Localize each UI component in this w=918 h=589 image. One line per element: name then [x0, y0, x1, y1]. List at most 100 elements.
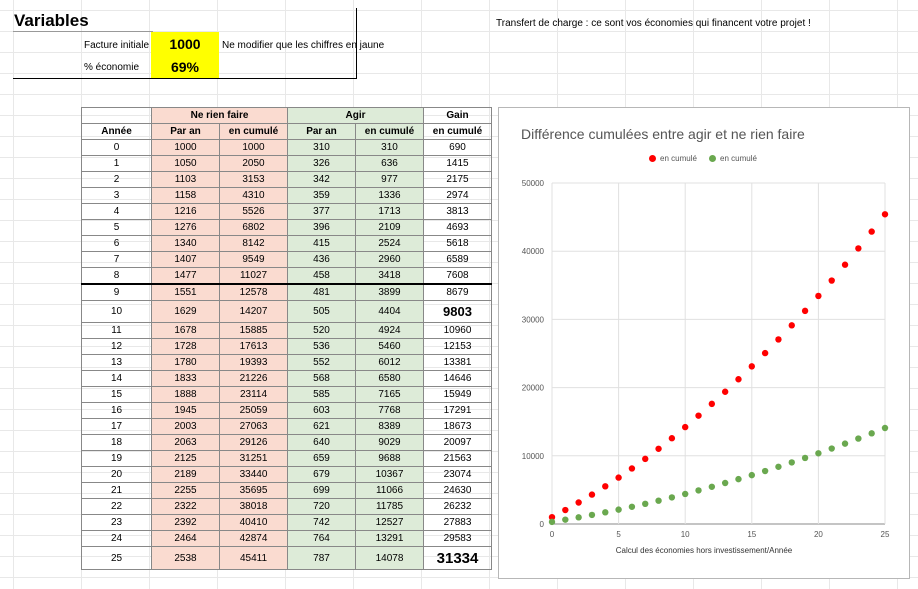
annee-cell: 14: [81, 370, 152, 387]
green-data-point: [668, 494, 676, 501]
rien-par-an-cell: 1477: [151, 267, 220, 285]
agir-par-an-cell: 552: [287, 354, 356, 371]
col-header-rien-cumule: en cumulé: [219, 123, 288, 140]
rien-cumule-cell: 40410: [219, 514, 288, 531]
red-data-point: [881, 211, 889, 218]
green-data-point: [841, 440, 849, 447]
variables-title: Variables: [14, 11, 89, 30]
annee-cell: 16: [81, 402, 152, 419]
chart-panel[interactable]: Différence cumulées entre agir et ne rie…: [498, 107, 910, 579]
red-data-point: [695, 412, 702, 419]
rien-cumule-cell: 14207: [219, 300, 288, 323]
gain-cumule-cell: 5618: [423, 235, 492, 252]
table-row: 16 1945 25059 603 7768 17291: [81, 402, 492, 419]
table-row: 21 2255 35695 699 11066 24630: [81, 482, 492, 499]
green-data-point: [642, 500, 649, 508]
rien-par-an-cell: 1158: [151, 187, 220, 204]
green-data-point: [801, 454, 809, 462]
red-data-point: [735, 376, 742, 383]
rien-par-an-cell: 2125: [151, 450, 220, 467]
agir-cumule-cell: 636: [355, 155, 424, 172]
red-data-point: [708, 400, 716, 408]
agir-cumule-cell: 7165: [355, 386, 424, 403]
table-row: 22 2322 38018 720 11785 26232: [81, 498, 492, 515]
rien-par-an-cell: 2392: [151, 514, 220, 531]
table-row: 1 1050 2050 326 636 1415: [81, 155, 492, 172]
rien-cumule-cell: 4310: [219, 187, 288, 204]
green-data-point: [628, 503, 636, 510]
x-tick-label: 15: [747, 530, 756, 539]
table-row: 5 1276 6802 396 2109 4693: [81, 219, 492, 236]
economie-input[interactable]: 69%: [151, 56, 219, 78]
rien-par-an-cell: 2255: [151, 482, 220, 499]
agir-par-an-cell: 481: [287, 283, 356, 301]
rien-cumule-cell: 19393: [219, 354, 288, 371]
red-data-point: [575, 499, 582, 506]
green-data-point: [761, 467, 769, 475]
agir-par-an-cell: 621: [287, 418, 356, 435]
rien-cumule-cell: 21226: [219, 370, 288, 387]
agir-cumule-cell: 7768: [355, 402, 424, 419]
table-row: 3 1158 4310 359 1336 2974: [81, 187, 492, 204]
col-header-rien-par-an: Par an: [151, 123, 220, 140]
agir-par-an-cell: 359: [287, 187, 356, 204]
annee-cell: 8: [81, 267, 152, 285]
green-data-point: [548, 518, 556, 526]
rien-cumule-cell: 9549: [219, 251, 288, 268]
red-data-point: [748, 363, 755, 370]
table-row: 17 2003 27063 621 8389 18673: [81, 418, 492, 435]
red-data-point: [815, 292, 822, 300]
agir-cumule-cell: 12527: [355, 514, 424, 531]
green-data-point: [708, 483, 716, 490]
gain-cumule-cell: 27883: [423, 514, 492, 531]
rien-cumule-cell: 27063: [219, 418, 288, 435]
rien-par-an-cell: 1678: [151, 322, 220, 339]
green-data-point: [602, 509, 609, 516]
agir-par-an-cell: 699: [287, 482, 356, 499]
col-header-annee: Année: [81, 123, 152, 140]
annee-cell: 2: [81, 171, 152, 188]
rien-cumule-cell: 25059: [219, 402, 288, 419]
rien-cumule-cell: 8142: [219, 235, 288, 252]
gain-cumule-cell: 21563: [423, 450, 492, 467]
red-data-point: [548, 513, 556, 521]
table-row: 9 1551 12578 481 3899 8679: [81, 283, 492, 301]
table-row: 25 2538 45411 787 14078 31334: [81, 546, 492, 570]
agir-cumule-cell: 6012: [355, 354, 424, 371]
agir-par-an-cell: 326: [287, 155, 356, 172]
annee-cell: 20: [81, 466, 152, 483]
header-gain: Gain: [423, 107, 492, 124]
agir-par-an-cell: 720: [287, 498, 356, 515]
red-data-point: [788, 322, 795, 329]
rien-par-an-cell: 2189: [151, 466, 220, 483]
agir-cumule-cell: 13291: [355, 530, 424, 547]
annee-cell: 5: [81, 219, 152, 236]
agir-cumule-cell: 2109: [355, 219, 424, 236]
transfert-note: Transfert de charge : ce sont vos économ…: [496, 18, 811, 29]
table-row: 6 1340 8142 415 2524 5618: [81, 235, 492, 252]
gain-cumule-cell: 29583: [423, 530, 492, 547]
gain-cumule-cell: 13381: [423, 354, 492, 371]
y-tick-label: 50000: [522, 179, 545, 188]
rien-par-an-cell: 2003: [151, 418, 220, 435]
agir-cumule-cell: 977: [355, 171, 424, 188]
agir-cumule-cell: 1336: [355, 187, 424, 204]
agir-cumule-cell: 8389: [355, 418, 424, 435]
rien-cumule-cell: 3153: [219, 171, 288, 188]
economie-label: % économie: [84, 62, 140, 73]
red-data-point: [801, 307, 809, 315]
rien-par-an-cell: 1000: [151, 139, 220, 156]
green-data-point: [868, 430, 875, 437]
rien-par-an-cell: 1276: [151, 219, 220, 236]
facture-initiale-input[interactable]: 1000: [151, 32, 219, 56]
agir-par-an-cell: 436: [287, 251, 356, 268]
rien-par-an-cell: 1888: [151, 386, 220, 403]
rien-par-an-cell: 2538: [151, 546, 220, 570]
agir-par-an-cell: 415: [287, 235, 356, 252]
red-data-point: [588, 491, 596, 498]
agir-cumule-cell: 2960: [355, 251, 424, 268]
savings-table: Ne rien faire Agir Gain Année Par an en …: [81, 107, 492, 570]
agir-par-an-cell: 764: [287, 530, 356, 547]
table-row: 11 1678 15885 520 4924 10960: [81, 322, 492, 339]
red-data-point: [615, 474, 622, 481]
